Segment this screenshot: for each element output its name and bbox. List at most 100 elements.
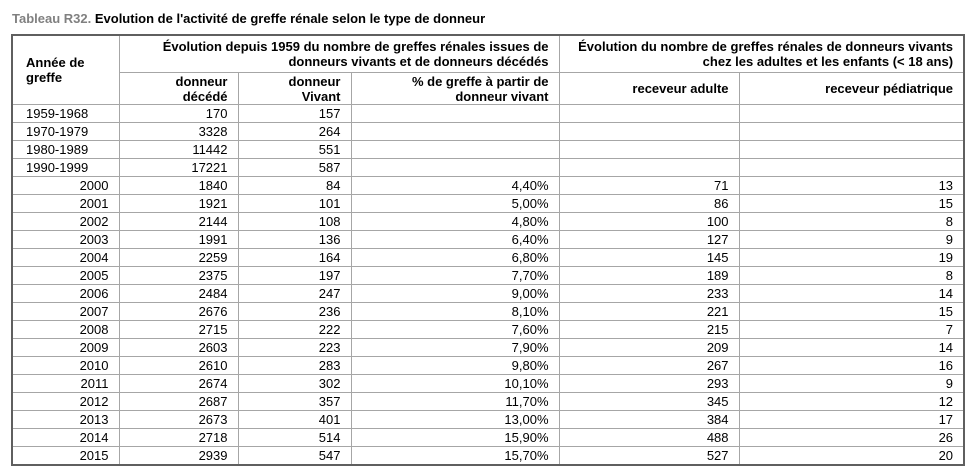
col-header-receveur-pediatrique: receveur pédiatrique [738, 72, 965, 105]
year-cell: 1990-1999 [11, 158, 120, 177]
value-cell: 302 [237, 374, 352, 393]
table-row: 2008 2715 222 7,60% 215 7 [11, 320, 965, 339]
value-cell: 267 [558, 356, 740, 375]
year-cell: 1980-1989 [11, 140, 120, 159]
value-cell: 164 [237, 248, 352, 267]
table-row: 2009 2603 223 7,90% 209 14 [11, 338, 965, 357]
value-cell: 6,80% [350, 248, 560, 267]
value-cell: 514 [237, 428, 352, 447]
value-cell: 10,10% [350, 374, 560, 393]
value-cell: 8,10% [350, 302, 560, 321]
value-cell: 264 [237, 122, 352, 141]
value-cell: 3328 [118, 122, 239, 141]
table-row: 2013 2673 401 13,00% 384 17 [11, 410, 965, 429]
value-cell: 127 [558, 230, 740, 249]
value-cell [738, 122, 965, 141]
data-table: Année de greffe Évolution depuis 1959 du… [11, 34, 966, 466]
year-cell: 1959-1968 [11, 104, 120, 123]
year-cell: 2010 [11, 356, 120, 375]
value-cell: 26 [738, 428, 965, 447]
table-row: 2004 2259 164 6,80% 145 19 [11, 248, 965, 267]
value-cell: 197 [237, 266, 352, 285]
value-cell: 2603 [118, 338, 239, 357]
table-row: 2012 2687 357 11,70% 345 12 [11, 392, 965, 411]
value-cell: 136 [237, 230, 352, 249]
value-cell: 1840 [118, 176, 239, 195]
value-cell: 7,90% [350, 338, 560, 357]
table-row: 2001 1921 101 5,00% 86 15 [11, 194, 965, 213]
value-cell: 9,80% [350, 356, 560, 375]
value-cell: 9,00% [350, 284, 560, 303]
table-row: 1970-1979 3328 264 [11, 122, 965, 141]
year-cell: 2003 [11, 230, 120, 249]
value-cell: 14 [738, 338, 965, 357]
value-cell: 527 [558, 446, 740, 466]
year-cell: 2015 [11, 446, 120, 466]
value-cell [558, 122, 740, 141]
table-row: 2011 2674 302 10,10% 293 9 [11, 374, 965, 393]
value-cell: 7,60% [350, 320, 560, 339]
table-body: 1959-1968 170 157 1970-1979 3328 264 1980-1989… [11, 104, 965, 466]
table-row: 2000 1840 84 4,40% 71 13 [11, 176, 965, 195]
year-cell: 2007 [11, 302, 120, 321]
value-cell: 7 [738, 320, 965, 339]
year-cell: 2006 [11, 284, 120, 303]
corner-header-annee-de-greffe: Année de greffe [11, 34, 120, 105]
table-row: 1959-1968 170 157 [11, 104, 965, 123]
value-cell [738, 158, 965, 177]
value-cell: 222 [237, 320, 352, 339]
value-cell: 247 [237, 284, 352, 303]
value-cell [350, 140, 560, 159]
value-cell: 15,90% [350, 428, 560, 447]
year-cell: 2005 [11, 266, 120, 285]
value-cell: 170 [118, 104, 239, 123]
value-cell: 401 [237, 410, 352, 429]
table-row: 2002 2144 108 4,80% 100 8 [11, 212, 965, 231]
value-cell [350, 158, 560, 177]
value-cell: 17 [738, 410, 965, 429]
value-cell: 9 [738, 374, 965, 393]
value-cell: 15 [738, 194, 965, 213]
value-cell: 17221 [118, 158, 239, 177]
value-cell: 71 [558, 176, 740, 195]
value-cell: 8 [738, 266, 965, 285]
year-cell: 2008 [11, 320, 120, 339]
value-cell: 384 [558, 410, 740, 429]
value-cell: 236 [237, 302, 352, 321]
value-cell: 14 [738, 284, 965, 303]
value-cell: 19 [738, 248, 965, 267]
value-cell: 2375 [118, 266, 239, 285]
year-cell: 2012 [11, 392, 120, 411]
group-header-row: Année de greffe Évolution depuis 1959 du… [11, 34, 965, 105]
value-cell [738, 140, 965, 159]
value-cell: 86 [558, 194, 740, 213]
table-row: 2003 1991 136 6,40% 127 9 [11, 230, 965, 249]
col-header-donneur-decede: donneur décédé [118, 72, 239, 105]
value-cell: 345 [558, 392, 740, 411]
value-cell [558, 104, 740, 123]
table-row: 2015 2939 547 15,70% 527 20 [11, 446, 965, 466]
col-header-pct-greffe-vivant: % de greffe à partir de donneur vivant [350, 72, 560, 105]
year-cell: 2013 [11, 410, 120, 429]
value-cell: 2939 [118, 446, 239, 466]
table-row: 1990-1999 17221 587 [11, 158, 965, 177]
value-cell: 223 [237, 338, 352, 357]
value-cell: 6,40% [350, 230, 560, 249]
sub-header-row: donneur décédé donneur Vivant % de greff… [12, 72, 965, 105]
value-cell: 2718 [118, 428, 239, 447]
value-cell: 11,70% [350, 392, 560, 411]
value-cell: 233 [558, 284, 740, 303]
value-cell: 145 [558, 248, 740, 267]
value-cell: 13 [738, 176, 965, 195]
value-cell: 2715 [118, 320, 239, 339]
value-cell: 84 [237, 176, 352, 195]
table-number-label: Tableau R32. [12, 11, 92, 26]
value-cell: 293 [558, 374, 740, 393]
value-cell: 189 [558, 266, 740, 285]
table-row: 2014 2718 514 15,90% 488 26 [11, 428, 965, 447]
value-cell: 2259 [118, 248, 239, 267]
value-cell: 108 [237, 212, 352, 231]
value-cell [738, 104, 965, 123]
value-cell: 101 [237, 194, 352, 213]
